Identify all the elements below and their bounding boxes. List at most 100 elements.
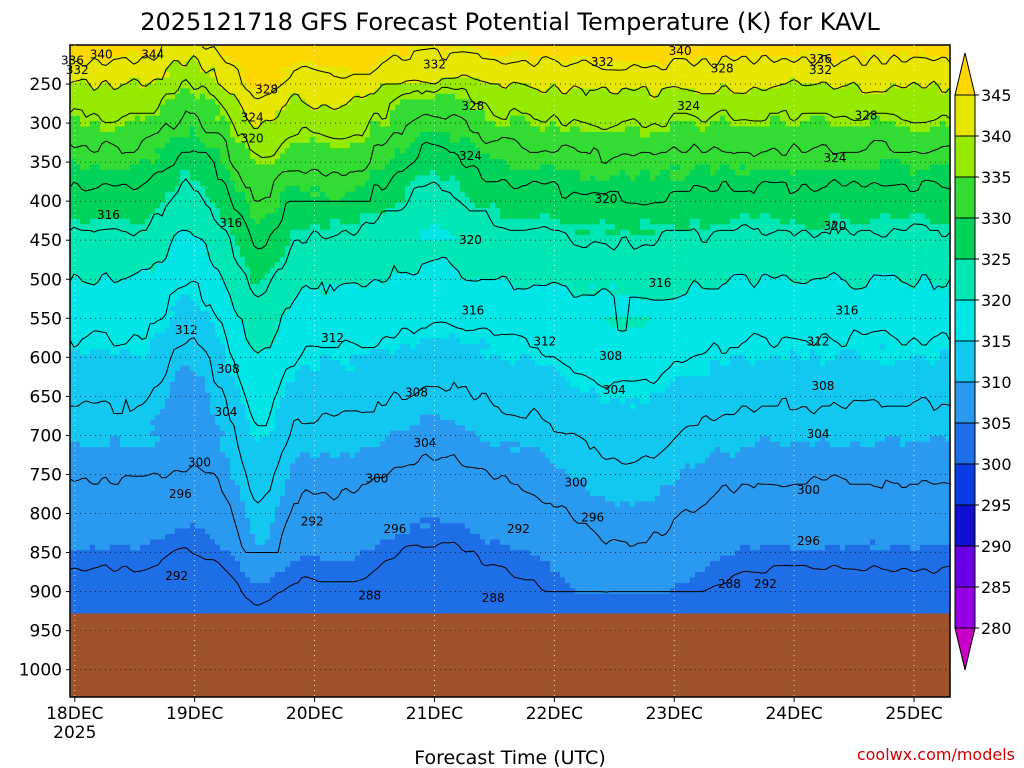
colorbar-label: 345 xyxy=(981,86,1012,105)
x-tick-label: 23DEC xyxy=(646,704,703,724)
contour-label-316: 316 xyxy=(461,304,484,318)
credit-link[interactable]: coolwx.com/models xyxy=(857,745,1015,764)
x-tick-label: 21DEC xyxy=(406,704,463,724)
contour-label-292: 292 xyxy=(754,577,777,591)
colorbar-label: 340 xyxy=(981,127,1012,146)
x-tick-label: 22DEC xyxy=(526,704,583,724)
contour-label-332: 332 xyxy=(66,63,89,77)
contour-label-292: 292 xyxy=(507,522,530,536)
colorbar-band xyxy=(954,586,976,629)
contour-label-300: 300 xyxy=(797,483,820,497)
colorbar-label: 335 xyxy=(981,168,1012,187)
colorbar: 345 340 335 330 325 320 315 310 305 300 295 290 285 2… xyxy=(954,52,1012,671)
y-tick-label: 700 xyxy=(30,426,62,446)
contour-label-340: 340 xyxy=(90,47,113,61)
x-tick-sublabel: 2025 xyxy=(53,723,96,743)
y-tick-label: 850 xyxy=(30,544,62,564)
contour-label-312: 312 xyxy=(533,335,556,349)
colorbar-label: 305 xyxy=(981,414,1012,433)
colorbar-band xyxy=(954,504,976,547)
x-tick-label: 18DEC xyxy=(46,704,103,724)
colorbar-label: 330 xyxy=(981,209,1012,228)
contour-line-336 xyxy=(69,78,951,159)
contour-line-304 xyxy=(69,541,951,606)
contour-label-300: 300 xyxy=(564,475,587,489)
colorbar-label: 325 xyxy=(981,250,1012,269)
contour-label-304: 304 xyxy=(807,427,830,441)
contour-label-324: 324 xyxy=(677,99,700,113)
colorbar-band xyxy=(954,463,976,506)
y-tick-label: 950 xyxy=(30,622,62,642)
contour-label-312: 312 xyxy=(807,335,830,349)
contour-line-324 xyxy=(69,178,951,298)
contour-label-340: 340 xyxy=(669,44,692,58)
contour-label-312: 312 xyxy=(321,331,344,345)
colorbar-label: 290 xyxy=(981,537,1012,556)
plot-frame xyxy=(69,44,951,698)
y-axis: 250 300 350 400 450 500 550 600 650 700 750 800 850 9… xyxy=(19,75,950,681)
colorbar-band xyxy=(954,217,976,260)
y-tick-label: 650 xyxy=(30,387,62,407)
contour-line-312 xyxy=(70,337,951,504)
y-tick-label: 550 xyxy=(30,309,62,329)
contour-label-304: 304 xyxy=(214,405,237,419)
y-tick-label: 750 xyxy=(30,465,62,485)
contour-label-324: 324 xyxy=(241,111,264,125)
x-tick-label: 25DEC xyxy=(885,704,942,724)
chart-title: 2025121718 GFS Forecast Potential Temper… xyxy=(140,8,880,36)
y-tick-label: 500 xyxy=(30,270,62,290)
y-tick-label: 250 xyxy=(30,75,62,95)
contour-label-332: 332 xyxy=(423,58,446,72)
colorbar-band xyxy=(954,299,976,342)
contour-label-288: 288 xyxy=(718,577,741,591)
contour-label-320: 320 xyxy=(594,192,617,206)
x-tick-label: 20DEC xyxy=(286,704,343,724)
x-tick-label: 19DEC xyxy=(166,704,223,724)
colorbar-band xyxy=(954,258,976,301)
ground-fill xyxy=(70,613,950,697)
y-tick-label: 400 xyxy=(30,192,62,212)
contour-label-288: 288 xyxy=(358,589,381,603)
contour-label-296: 296 xyxy=(797,534,820,548)
contour-label-324: 324 xyxy=(459,149,482,163)
contour-label-336: 336 xyxy=(61,54,84,68)
contour-label-328: 328 xyxy=(461,99,484,113)
colorbar-label: 295 xyxy=(981,496,1012,515)
contour-labels: 3443403363323283243203163163123083043002… xyxy=(61,44,878,605)
colorbar-label: 285 xyxy=(981,578,1012,597)
contour-label-296: 296 xyxy=(169,487,192,501)
contour-label-308: 308 xyxy=(811,379,834,393)
contour-label-292: 292 xyxy=(165,569,188,583)
contour-label-324: 324 xyxy=(823,151,846,165)
contour-label-316: 316 xyxy=(97,208,120,222)
y-tick-label: 350 xyxy=(30,153,62,173)
contour-line-328 xyxy=(69,141,951,250)
colorbar-label: 320 xyxy=(981,291,1012,310)
y-tick-label: 800 xyxy=(30,505,62,525)
contour-label-296: 296 xyxy=(581,510,604,524)
contour-label-328: 328 xyxy=(255,83,278,97)
colorbar-label: 315 xyxy=(981,332,1012,351)
y-tick-label: 1000 xyxy=(19,661,62,681)
contour-label-288: 288 xyxy=(482,591,505,605)
contour-label-304: 304 xyxy=(603,383,626,397)
colorbar-band xyxy=(954,381,976,424)
y-tick-label: 600 xyxy=(30,348,62,368)
contour-label-304: 304 xyxy=(413,436,436,450)
colorbar-band xyxy=(954,545,976,588)
colorbar-label: 300 xyxy=(981,455,1012,474)
contour-line-344 xyxy=(69,46,951,100)
contour-label-328: 328 xyxy=(855,108,878,122)
contour-line-320 xyxy=(69,229,951,354)
contour-label-300: 300 xyxy=(365,471,388,485)
y-tick-label: 450 xyxy=(30,231,62,251)
contour-label-332: 332 xyxy=(809,63,832,77)
x-axis-title: Forecast Time (UTC) xyxy=(414,747,605,768)
colorbar-label: 310 xyxy=(981,373,1012,392)
contour-line-308 xyxy=(69,453,951,553)
contour-line-316 xyxy=(69,280,951,427)
contour-label-312: 312 xyxy=(175,323,198,337)
x-axis: 18DEC 19DEC 20DEC 21DEC 22DEC 23DEC 24DEC 25DEC… xyxy=(46,45,943,743)
x-tick-label: 24DEC xyxy=(765,704,822,724)
